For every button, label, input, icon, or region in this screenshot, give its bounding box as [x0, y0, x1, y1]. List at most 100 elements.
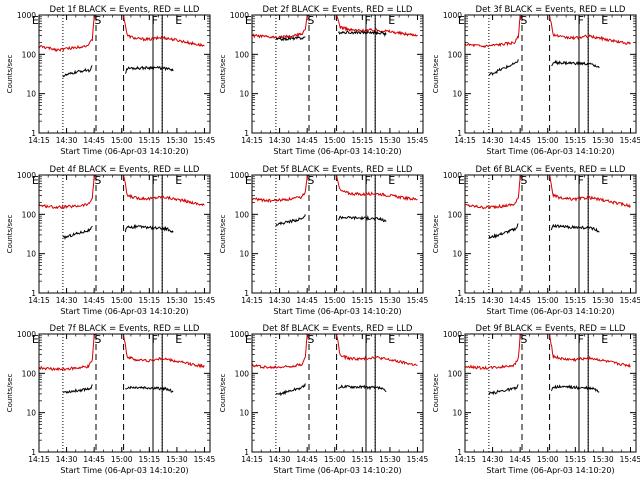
y-axis-label: Counts/sec [432, 55, 440, 94]
y-tick-label: 1 [244, 289, 249, 298]
x-ticks [251, 175, 418, 293]
events-series-line [338, 29, 387, 38]
y-tick-label: 1000 [443, 171, 462, 180]
x-tick-label: 14:45 [83, 136, 105, 145]
marker-label: F [365, 14, 371, 27]
marker-label: S [520, 14, 527, 27]
marker-label: S [307, 14, 314, 27]
reference-lines [275, 334, 376, 452]
lld-series-line [336, 15, 418, 37]
panel-det-7: Det 7f BLACK = Events, RED = LLD Counts/s… [6, 324, 216, 475]
y-tick-label: 1000 [17, 11, 36, 20]
x-tick-label: 14:45 [509, 136, 531, 145]
x-ticks [251, 334, 418, 452]
lld-series-line [39, 334, 97, 372]
panel-title: Det 8f BLACK = Events, RED = LLD [263, 324, 413, 334]
x-tick-label: 14:30 [269, 296, 291, 305]
marker-label: E [245, 174, 252, 187]
series [252, 175, 418, 227]
panel-title: Det 7f BLACK = Events, RED = LLD [50, 324, 200, 334]
x-tick-label: 15:00 [324, 136, 346, 145]
marker-label: F [578, 14, 584, 27]
x-tick-label: 15:30 [592, 296, 614, 305]
panel-det-3: Det 3f BLACK = Events, RED = LLD Counts/s… [432, 5, 640, 156]
plot-frame [38, 174, 211, 294]
y-axis-label: Counts/sec [219, 55, 227, 94]
x-tick-label: 15:45 [620, 136, 640, 145]
reference-lines [62, 334, 163, 452]
x-tick-label: 15:00 [537, 296, 559, 305]
panel-det-6: Det 6f BLACK = Events, RED = LLD Counts/s… [432, 165, 640, 316]
y-ticks [39, 174, 210, 294]
x-tick-label: 15:15 [565, 136, 587, 145]
plot-frame [464, 14, 637, 134]
x-tick-label: 15:45 [407, 296, 429, 305]
x-tick-label: 14:30 [269, 455, 291, 464]
lld-series-line [465, 334, 523, 370]
marker-label: E [175, 333, 182, 346]
y-tick-label: 1000 [17, 330, 36, 339]
x-tick-label: 15:30 [379, 455, 401, 464]
x-ticks [251, 15, 418, 133]
marker-label: E [32, 14, 39, 27]
x-ticks [464, 175, 631, 293]
y-axis-label: Counts/sec [432, 215, 440, 254]
panel-det-5: Det 5f BLACK = Events, RED = LLD Counts/s… [219, 165, 429, 316]
lld-series-line [465, 175, 523, 210]
x-tick-label: 15:00 [537, 136, 559, 145]
series [252, 15, 418, 42]
plot-frame [38, 333, 211, 453]
marker-label: E [601, 333, 608, 346]
y-axis-label: Counts/sec [219, 374, 227, 413]
x-axis-label: Start Time (06-Apr-03 14:10:20) [60, 307, 188, 316]
marker-label: E [32, 174, 39, 187]
x-tick-label: 15:00 [537, 455, 559, 464]
x-tick-label: 15:15 [139, 455, 161, 464]
x-axis-label: Start Time (06-Apr-03 14:10:20) [273, 147, 401, 156]
events-series-line [488, 223, 519, 239]
y-tick-label: 100 [235, 50, 250, 59]
series [465, 334, 631, 396]
reference-lines [488, 334, 589, 452]
panel-title: Det 4f BLACK = Events, RED = LLD [50, 165, 200, 175]
y-tick-label: 10 [239, 250, 249, 259]
x-tick-label: 15:15 [139, 296, 161, 305]
marker-label: F [152, 174, 158, 187]
x-tick-label: 14:30 [269, 136, 291, 145]
events-series-line [488, 384, 519, 396]
x-tick-label: 15:45 [620, 455, 640, 464]
marker-label: E [601, 14, 608, 27]
series [39, 175, 205, 240]
lld-series-line [252, 15, 310, 40]
lld-series-line [123, 335, 205, 369]
events-series-line [62, 384, 93, 394]
y-tick-label: 1000 [230, 11, 249, 20]
marker-label: F [365, 174, 371, 187]
y-tick-label: 100 [448, 369, 463, 378]
marker-label: E [388, 333, 395, 346]
y-tick-label: 100 [22, 50, 37, 59]
panel-det-4: Det 4f BLACK = Events, RED = LLD Counts/s… [6, 165, 216, 316]
y-tick-label: 100 [235, 369, 250, 378]
x-tick-label: 15:30 [592, 455, 614, 464]
y-tick-label: 100 [22, 210, 37, 219]
events-series-line [62, 225, 93, 240]
x-tick-label: 14:30 [56, 296, 78, 305]
y-tick-label: 1000 [230, 171, 249, 180]
x-tick-label: 15:30 [592, 136, 614, 145]
y-tick-label: 1000 [443, 330, 462, 339]
x-tick-label: 15:15 [565, 455, 587, 464]
x-tick-label: 15:00 [324, 455, 346, 464]
x-tick-label: 14:45 [296, 296, 318, 305]
y-tick-label: 10 [452, 90, 462, 99]
x-ticks [38, 175, 205, 293]
x-tick-label: 15:45 [407, 136, 429, 145]
x-ticks [38, 334, 205, 452]
x-tick-label: 14:45 [509, 296, 531, 305]
x-tick-label: 15:00 [324, 296, 346, 305]
x-tick-label: 14:30 [56, 136, 78, 145]
reference-lines [275, 175, 376, 293]
events-series-line [550, 223, 600, 233]
events-series-line [275, 214, 306, 227]
reference-lines [62, 175, 163, 293]
